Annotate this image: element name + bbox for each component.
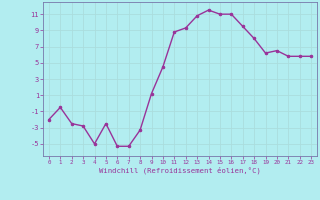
X-axis label: Windchill (Refroidissement éolien,°C): Windchill (Refroidissement éolien,°C): [99, 167, 261, 174]
